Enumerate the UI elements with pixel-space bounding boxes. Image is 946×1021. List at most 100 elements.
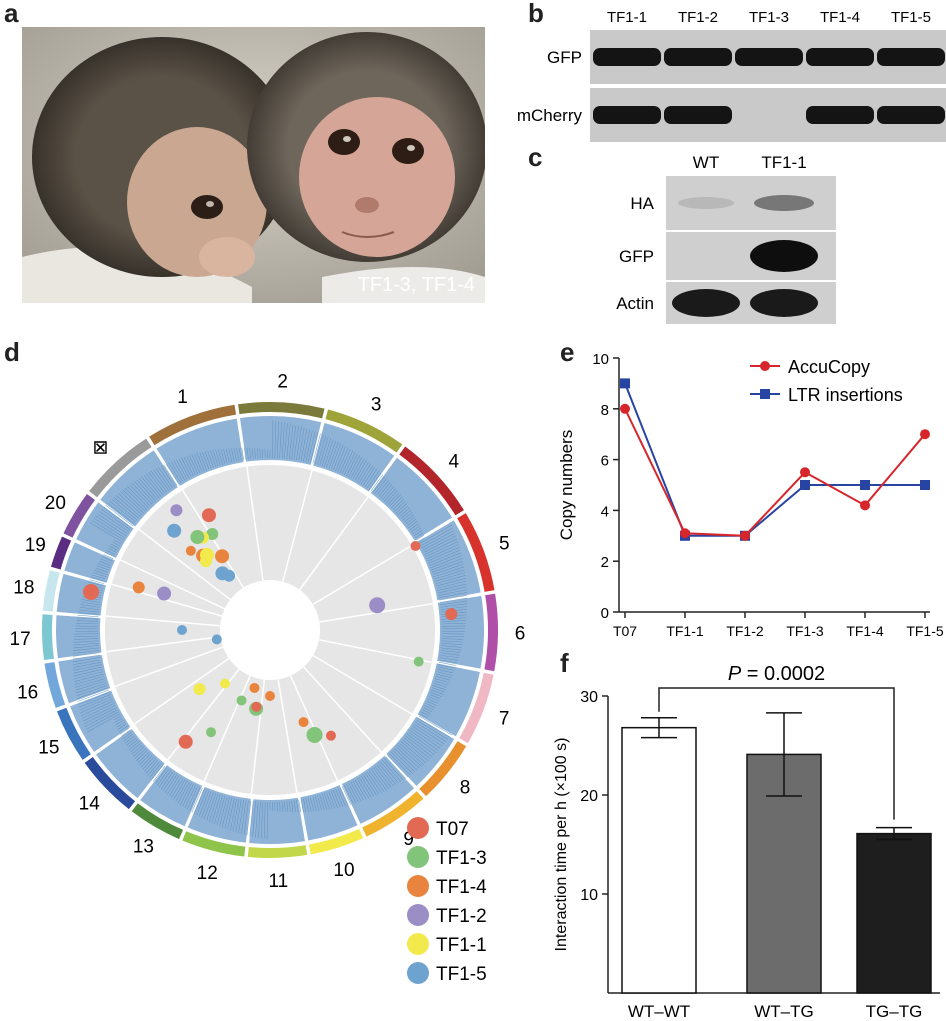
blot-band [678,197,734,209]
interaction-time-chart: 10 20 30 Interaction time per h (×100 s) WT–… [553,663,940,1021]
legend-swatch [407,875,429,897]
chromosome-label: 7 [499,709,510,730]
insertion-dot [220,678,231,689]
lane-label: TF1-5 [891,9,931,26]
chromosome-label: 19 [25,535,46,556]
blot-lane-label: TF1-1 [761,153,806,172]
insertion-dot [132,581,145,594]
density-track [415,520,481,601]
density-track [370,457,453,541]
blot-band [672,289,740,317]
insertion-dot [236,695,247,706]
panel-label-c: c [528,142,543,172]
panel-label-d: d [4,337,20,367]
blot-row-label: Actin [616,294,654,313]
insertion-dot [190,530,205,545]
data-point [620,403,630,414]
insertion-dot [223,569,236,582]
chromosome-label: 4 [449,452,460,473]
legend-label: TF1-3 [436,848,487,869]
chromosome-label: 5 [499,534,510,555]
density-track [300,785,358,841]
data-point [740,530,750,541]
insertion-dot [369,597,386,614]
chromosome-band [131,803,184,840]
y-tick-label: 4 [601,503,609,520]
insertion-dot [306,726,323,743]
chromosome-band [89,438,152,498]
chromosome-band [63,494,96,538]
y-axis-label: Interaction time per h (×100 s) [553,738,570,952]
legend-swatch [407,962,429,984]
gel-band [877,48,945,66]
panel-label-e: e [560,337,575,367]
y-tick-label: 10 [592,351,609,368]
lane-label: TF1-3 [749,9,789,26]
legend-swatch [407,933,429,955]
monkey-photo: TF1-3, TF1-4 [22,27,485,303]
density-track [249,797,305,844]
insertion-dot [185,545,196,556]
copy-number-chart: 0 2 4 6 8 10 T07 TF1-1 TF1-2 TF1-3 TF1-4 TF1-5 Copy … [557,351,944,639]
insertion-dot [177,625,187,635]
gel-band [806,48,874,66]
insertion-dot [193,683,206,696]
insertion-dot [82,583,99,600]
chromosome-band [247,845,308,858]
chromosome-band [238,402,325,419]
density-track [100,450,178,527]
data-point [800,467,810,478]
density-track [140,765,203,827]
chromosome-band [325,409,403,453]
chromosome-label: 11 [268,871,288,892]
legend-marker [760,361,770,371]
legend-label: T07 [436,819,469,840]
chromosome-label: 20 [45,493,66,514]
y-tick-label: 8 [601,402,609,419]
x-tick-label: WT–TG [754,1002,814,1021]
series-line [624,383,925,537]
insertion-dot [199,555,212,568]
gel-panel-b: TF1-1 TF1-2 TF1-3 TF1-4 TF1-5 GFP mCherry [517,9,946,142]
gel-band [877,106,945,124]
insertion-dot [211,634,222,645]
chromosome-label: 18 [13,577,34,598]
x-tick-label: WT–WT [628,1002,690,1021]
chromosome-band [399,446,464,516]
chromosome-band [308,828,364,855]
data-point [920,429,930,440]
insertion-dot [167,523,182,538]
chromosome-label: 13 [133,837,154,858]
density-track [341,755,415,824]
panel-label-b: b [528,0,544,28]
chromosome-label: 2 [277,371,288,392]
y-tick-label: 6 [601,453,609,470]
insertion-dot [215,549,230,564]
bar [621,726,697,994]
blot-band [754,195,814,211]
chromosome-label: 15 [38,738,59,759]
legend-marker [760,389,770,399]
insertion-dot [445,608,458,621]
insertion-dot [413,656,424,667]
panel-label-f: f [560,648,569,678]
chromosome-band [56,707,91,760]
blot-band [750,289,818,317]
insertion-dot [298,717,309,728]
density-track [313,423,395,492]
chromosome-label: 1 [177,387,188,408]
chromosome-label: 10 [333,860,354,881]
insertion-dot [410,541,421,551]
chromosome-label: 3 [371,395,382,416]
chromosome-label: 6 [515,624,526,645]
x-tick-label: TF1-4 [846,623,884,639]
chromosome-band [182,831,246,857]
chromosome-band [44,662,66,708]
blot-lane-label: WT [693,153,719,172]
chromosome-label: 12 [197,863,218,884]
legend-swatch [407,904,429,926]
blot-row-label: GFP [619,247,654,266]
chromosome-label: 16 [17,682,38,703]
legend-swatch [407,846,429,868]
chromosome-band [42,614,54,661]
